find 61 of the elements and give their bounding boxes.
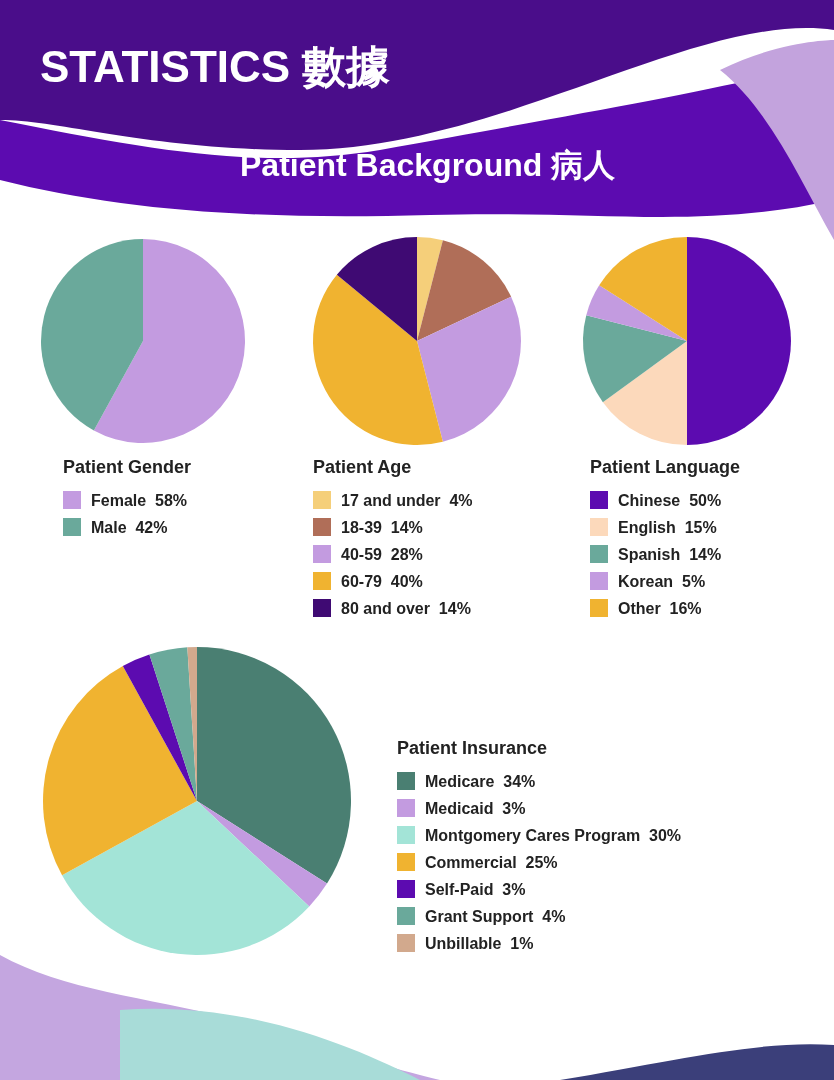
text: Patient Gender	[63, 457, 192, 477]
text: Patient Age	[313, 457, 412, 477]
pie-slice	[93, 239, 245, 443]
legend-label: English	[618, 519, 676, 536]
data-label: 42%	[135, 519, 168, 536]
legend-label: Other	[618, 600, 661, 617]
pie-slice	[41, 239, 143, 431]
data-label: 28%	[390, 546, 423, 563]
data-label: 1%	[510, 935, 534, 952]
data-label: 5%	[682, 573, 706, 590]
legend-label: Chinese	[618, 492, 681, 509]
legend-label: 40-59	[341, 546, 382, 563]
pie-slice	[197, 801, 328, 907]
data-label: 3%	[502, 800, 526, 817]
text: Patient Language	[590, 457, 741, 477]
data-label: 25%	[525, 854, 558, 871]
pie-slice	[149, 647, 197, 801]
legend-label: Self-Paid	[425, 881, 494, 898]
pie-slice	[417, 296, 521, 442]
pie-slice	[586, 285, 687, 341]
data-label: 15%	[684, 519, 717, 536]
legend-label: Female	[91, 492, 147, 509]
legend-label: 60-79	[341, 573, 382, 590]
pie-slice	[336, 237, 417, 341]
pie-slice	[687, 237, 791, 445]
pie-slice	[599, 237, 687, 341]
pie-slice	[197, 647, 351, 884]
legend-label: Grant Support	[425, 908, 534, 925]
pie-slice	[43, 666, 197, 876]
data-label: 34%	[503, 773, 536, 790]
pie-slice	[313, 274, 443, 445]
data-label: 16%	[669, 600, 702, 617]
data-label: 14%	[438, 600, 471, 617]
pie-slice	[583, 315, 687, 403]
pie-slice	[122, 654, 197, 801]
data-label: 4%	[542, 908, 566, 925]
data-label: 4%	[449, 492, 473, 509]
pie-slice	[417, 240, 512, 341]
legend-label: 80 and over	[341, 600, 430, 617]
text: Patient Insurance	[397, 738, 548, 758]
legend-label: 17 and under	[341, 492, 441, 509]
legend-label: Medicare	[425, 773, 495, 790]
legend-label: 18-39	[341, 519, 382, 536]
data-label: 3%	[502, 881, 526, 898]
legend-label: Medicaid	[425, 800, 494, 817]
data-label: 58%	[155, 492, 188, 509]
data-label: 30%	[649, 827, 682, 844]
pie-slice	[62, 801, 310, 955]
pie-slice	[417, 237, 443, 341]
legend-label: Unbillable	[425, 935, 502, 952]
data-label: 40%	[390, 573, 423, 590]
data-label: 14%	[390, 519, 423, 536]
legend-label: Male	[91, 519, 127, 536]
data-label: 14%	[689, 546, 722, 563]
data-label: 50%	[689, 492, 722, 509]
legend-label: Montgomery Cares Program	[425, 827, 641, 844]
pie-slice	[602, 341, 687, 445]
legend-label: Korean	[618, 573, 674, 590]
text: STATISTICS 數據	[40, 42, 391, 91]
legend-label: Spanish	[618, 546, 681, 563]
legend-label: Commercial	[425, 854, 517, 871]
